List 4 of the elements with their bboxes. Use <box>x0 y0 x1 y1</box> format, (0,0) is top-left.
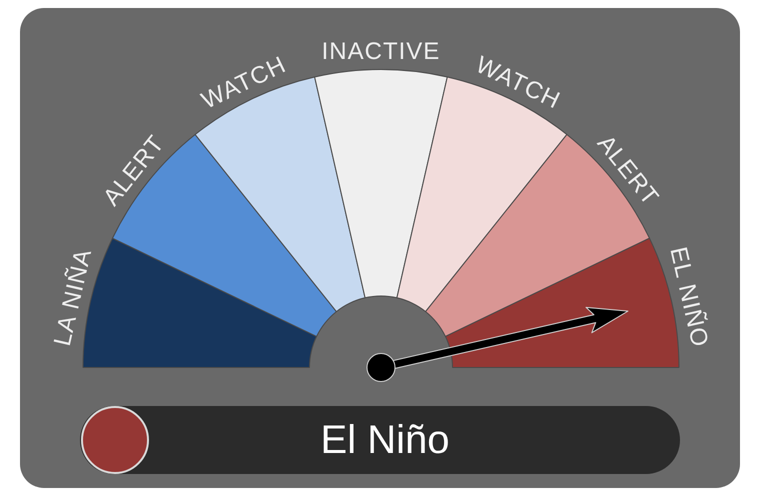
slice-label: INACTIVE <box>322 38 440 66</box>
slice-label: EL NIÑO <box>664 244 714 350</box>
text: El Niño <box>320 418 450 462</box>
slice-label: LA NIÑA <box>48 246 98 349</box>
